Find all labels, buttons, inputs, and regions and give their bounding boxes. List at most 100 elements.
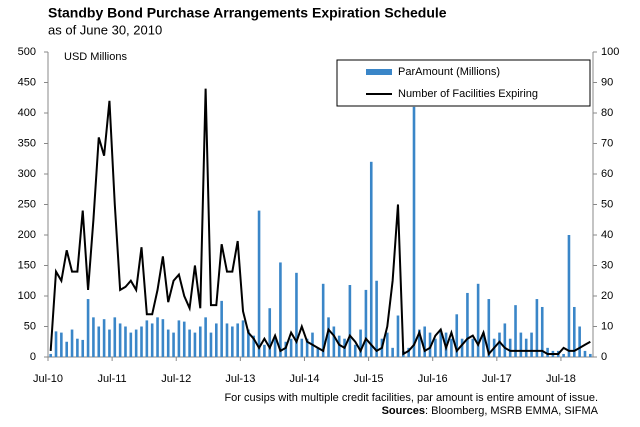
bar bbox=[391, 347, 394, 357]
sources-text: : Bloomberg, MSRB EMMA, SIFMA bbox=[425, 405, 599, 417]
x-tick-label: Jul-18 bbox=[546, 373, 576, 385]
x-tick-label: Jul-12 bbox=[161, 373, 191, 385]
bar bbox=[182, 321, 186, 357]
bar bbox=[572, 306, 576, 357]
y-axis-label: USD Millions bbox=[64, 51, 127, 63]
bar bbox=[359, 329, 362, 357]
chart-subtitle: as of June 30, 2010 bbox=[48, 22, 162, 37]
bar bbox=[487, 299, 491, 357]
bar bbox=[412, 106, 416, 358]
bar bbox=[102, 319, 106, 357]
bar bbox=[220, 300, 223, 357]
bar bbox=[263, 344, 266, 357]
bar bbox=[150, 323, 154, 357]
x-tick-label: Jul-10 bbox=[33, 373, 63, 385]
bar bbox=[49, 353, 52, 357]
bar bbox=[508, 338, 512, 357]
y-tick-label: 500 bbox=[18, 46, 36, 58]
bar bbox=[423, 326, 426, 357]
bar bbox=[369, 161, 373, 357]
bar bbox=[540, 306, 544, 357]
bar bbox=[385, 332, 389, 357]
bar bbox=[466, 292, 469, 357]
y2-tick-label: 60 bbox=[601, 168, 613, 180]
bar bbox=[514, 305, 517, 357]
bar bbox=[562, 353, 565, 357]
bar bbox=[247, 329, 250, 357]
bar bbox=[428, 332, 432, 357]
bar bbox=[337, 335, 341, 357]
bar bbox=[316, 347, 320, 357]
bar bbox=[519, 332, 523, 357]
x-tick-label: Jul-14 bbox=[289, 373, 319, 385]
bar bbox=[289, 338, 293, 357]
bar bbox=[305, 338, 309, 357]
y2-tick-label: 0 bbox=[601, 351, 607, 363]
y-tick-label: 100 bbox=[18, 290, 36, 302]
bar bbox=[546, 347, 549, 357]
y-tick-label: 400 bbox=[18, 107, 36, 119]
bar bbox=[145, 320, 149, 357]
y-tick-label: 250 bbox=[18, 198, 36, 210]
bar bbox=[140, 326, 143, 357]
bar bbox=[535, 299, 539, 357]
bar bbox=[225, 323, 229, 357]
bar bbox=[498, 332, 501, 357]
bar bbox=[86, 299, 90, 357]
bar bbox=[188, 329, 191, 357]
bar bbox=[476, 283, 480, 357]
legend-box bbox=[336, 59, 591, 107]
bar bbox=[97, 326, 101, 357]
bar bbox=[124, 326, 127, 357]
bar bbox=[284, 341, 288, 357]
bar bbox=[471, 338, 475, 357]
bar bbox=[364, 289, 368, 357]
legend-swatch bbox=[366, 69, 392, 75]
bar bbox=[279, 262, 282, 357]
bar bbox=[321, 283, 325, 357]
bar bbox=[209, 332, 213, 357]
bar bbox=[455, 314, 459, 357]
bar bbox=[156, 317, 159, 357]
bar bbox=[327, 317, 330, 357]
bar bbox=[482, 332, 485, 357]
legend: ParAmount (Millions) Number of Facilities… bbox=[336, 59, 591, 107]
bar bbox=[375, 280, 378, 357]
bar bbox=[134, 329, 138, 357]
bar bbox=[81, 339, 85, 357]
bar bbox=[589, 353, 592, 357]
bar bbox=[198, 326, 202, 357]
bar bbox=[172, 332, 175, 357]
y2-tick-label: 20 bbox=[601, 290, 613, 302]
bar bbox=[76, 338, 79, 357]
bar bbox=[348, 285, 352, 357]
bar bbox=[177, 320, 181, 357]
bar bbox=[70, 329, 74, 357]
bar bbox=[108, 329, 111, 357]
y-tick-label: 50 bbox=[24, 320, 36, 332]
bar bbox=[231, 326, 234, 357]
y2-tick-label: 40 bbox=[601, 229, 613, 241]
chart-title: Standby Bond Purchase Arrangements Expir… bbox=[48, 5, 447, 21]
y-tick-label: 350 bbox=[18, 137, 36, 149]
bar bbox=[268, 308, 272, 357]
x-tick-label: Jul-13 bbox=[225, 373, 255, 385]
bar bbox=[530, 332, 533, 357]
bar bbox=[439, 329, 443, 357]
bar bbox=[60, 332, 63, 357]
bar bbox=[300, 338, 304, 357]
y2-tick-label: 100 bbox=[601, 46, 619, 58]
bar bbox=[215, 323, 218, 357]
y2-tick-label: 90 bbox=[601, 76, 613, 88]
x-tick-label: Jul-15 bbox=[354, 373, 384, 385]
bar bbox=[236, 323, 239, 357]
y-tick-label: 150 bbox=[18, 259, 36, 271]
bar bbox=[503, 323, 507, 357]
bar bbox=[567, 235, 571, 357]
x-tick-label: Jul-16 bbox=[418, 373, 448, 385]
bar bbox=[434, 338, 437, 357]
bar bbox=[418, 329, 421, 357]
bar bbox=[353, 344, 357, 357]
sources: Sources: Bloomberg, MSRB EMMA, SIFMA bbox=[382, 405, 599, 417]
bar bbox=[129, 332, 133, 357]
